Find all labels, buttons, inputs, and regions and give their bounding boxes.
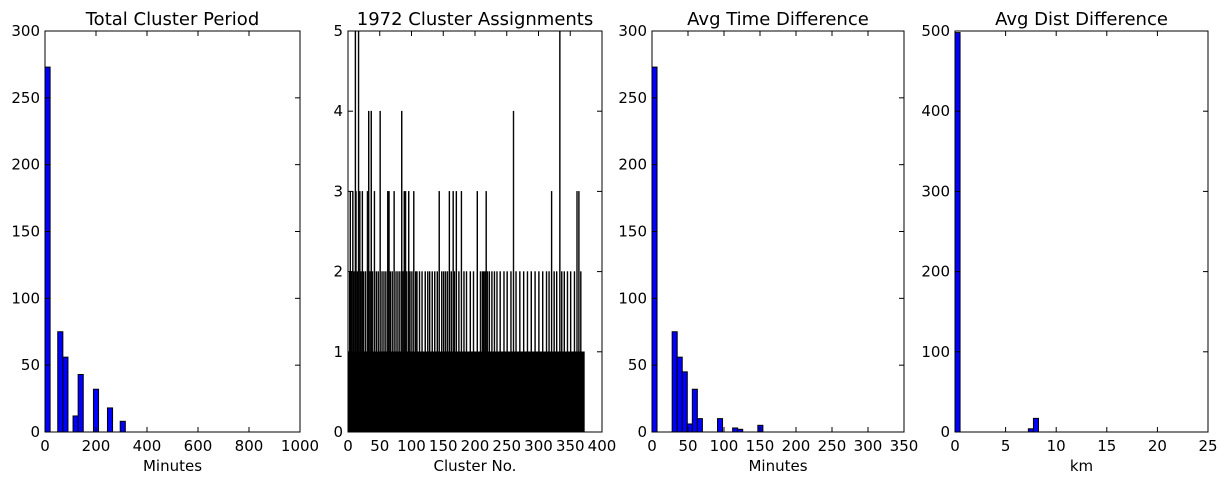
bar [1032, 417, 1039, 433]
x-tick-label: 400 [133, 437, 162, 455]
y-tick-label: 0 [940, 423, 950, 441]
x-axis-label: Cluster No. [434, 457, 517, 475]
panel-total-cluster-period: Total Cluster Period 0 200 400 600 800 1000 0 5… [11, 9, 319, 475]
bar [691, 388, 698, 433]
x-tick-label: 5 [1001, 437, 1011, 455]
y-tick-label: 100 [921, 343, 950, 361]
x-axis-label: Minutes [748, 457, 807, 475]
y-tick-label: 250 [618, 89, 647, 107]
ticks-group: 0 200 400 600 800 1000 0 50 100 150 200 250 300 [11, 22, 319, 455]
plot-frame [651, 30, 905, 433]
bars-group [44, 66, 126, 433]
y-tick-label: 300 [921, 182, 950, 200]
x-tick-label: 0 [950, 437, 960, 455]
x-tick-label: 150 [746, 437, 775, 455]
y-tick-label: 300 [618, 22, 647, 40]
x-tick-label: 150 [429, 437, 458, 455]
x-tick-label: 50 [678, 437, 697, 455]
x-tick-label: 200 [782, 437, 811, 455]
bar [44, 66, 51, 433]
chart-title: Avg Dist Difference [995, 9, 1168, 30]
x-tick-label: 100 [397, 437, 426, 455]
x-tick-label: 200 [461, 437, 490, 455]
y-tick-label: 150 [11, 223, 40, 241]
panel-avg-time-difference: Avg Time Difference 0 50 100 150 200 250 300 35… [618, 9, 918, 475]
x-tick-label: 20 [1148, 437, 1167, 455]
bar [72, 415, 79, 433]
y-tick-label: 100 [11, 289, 40, 307]
y-tick-label: 50 [628, 356, 647, 374]
bar [119, 420, 126, 433]
x-tick-label: 100 [710, 437, 739, 455]
bar [62, 356, 69, 433]
x-tick-label: 300 [524, 437, 553, 455]
bar [696, 418, 703, 433]
y-tick-label: 0 [637, 423, 647, 441]
x-axis-label: Minutes [143, 457, 202, 475]
y-tick-label: 50 [21, 356, 40, 374]
y-tick-label: 500 [921, 22, 950, 40]
ticks-group: 0 50 100 150 200 250 300 350 400 0 1 2 3 4 5 [333, 22, 616, 455]
x-axis-label: km [1070, 457, 1093, 475]
x-tick-label: 800 [235, 437, 264, 455]
y-tick-label: 5 [333, 22, 343, 40]
y-tick-label: 400 [921, 102, 950, 120]
y-tick-label: 0 [30, 423, 40, 441]
x-tick-label: 15 [1097, 437, 1116, 455]
x-tick-label: 600 [184, 437, 213, 455]
x-tick-label: 25 [1198, 437, 1217, 455]
plot-frame [347, 30, 603, 433]
y-tick-label: 300 [11, 22, 40, 40]
bar [676, 356, 683, 433]
chart-title: Avg Time Difference [687, 9, 869, 30]
bar [92, 388, 100, 433]
bar [57, 331, 64, 433]
bar [651, 66, 658, 433]
x-tick-label: 0 [343, 437, 353, 455]
bar [954, 32, 961, 433]
y-tick-label: 150 [618, 223, 647, 241]
x-tick-label: 300 [854, 437, 883, 455]
x-tick-label: 0 [647, 437, 657, 455]
x-tick-label: 400 [588, 437, 617, 455]
y-tick-label: 4 [333, 102, 343, 120]
ticks-group: 0 50 100 150 200 250 300 350 0 50 100 150 200 250 300 [618, 22, 918, 455]
bars-group [651, 66, 764, 433]
x-tick-label: 350 [890, 437, 919, 455]
y-tick-label: 200 [618, 156, 647, 174]
y-tick-label: 1 [333, 343, 343, 361]
y-tick-label: 250 [11, 89, 40, 107]
bar [583, 351, 585, 433]
x-tick-label: 250 [818, 437, 847, 455]
chart-title: 1972 Cluster Assignments [357, 9, 594, 30]
panel-avg-dist-difference: Avg Dist Difference 0 5 10 15 20 25 0 100 200 300… [921, 9, 1217, 475]
x-tick-label: 200 [82, 437, 111, 455]
x-tick-label: 350 [556, 437, 585, 455]
bar [717, 418, 724, 433]
panel-cluster-assignments: 1972 Cluster Assignments 0 50 100 150 200 250… [333, 9, 616, 475]
bar [732, 427, 739, 433]
y-tick-label: 3 [333, 182, 343, 200]
plot-frame [954, 30, 1209, 433]
x-tick-label: 0 [40, 437, 50, 455]
x-tick-label: 1000 [281, 437, 319, 455]
ticks-group: 0 5 10 15 20 25 0 100 200 300 400 500 [921, 22, 1217, 455]
bars-group [347, 30, 585, 433]
y-tick-label: 2 [333, 263, 343, 281]
x-tick-label: 10 [1047, 437, 1066, 455]
bar [106, 407, 114, 433]
y-tick-label: 0 [333, 423, 343, 441]
bar [671, 331, 678, 433]
bar [681, 371, 688, 433]
bar [77, 374, 84, 433]
plot-frame [44, 30, 301, 433]
y-tick-label: 200 [11, 156, 40, 174]
chart-title: Total Cluster Period [85, 9, 260, 30]
y-tick-label: 200 [921, 263, 950, 281]
y-tick-label: 100 [618, 289, 647, 307]
bars-group [954, 32, 1039, 433]
x-tick-label: 50 [370, 437, 389, 455]
x-tick-label: 250 [492, 437, 521, 455]
